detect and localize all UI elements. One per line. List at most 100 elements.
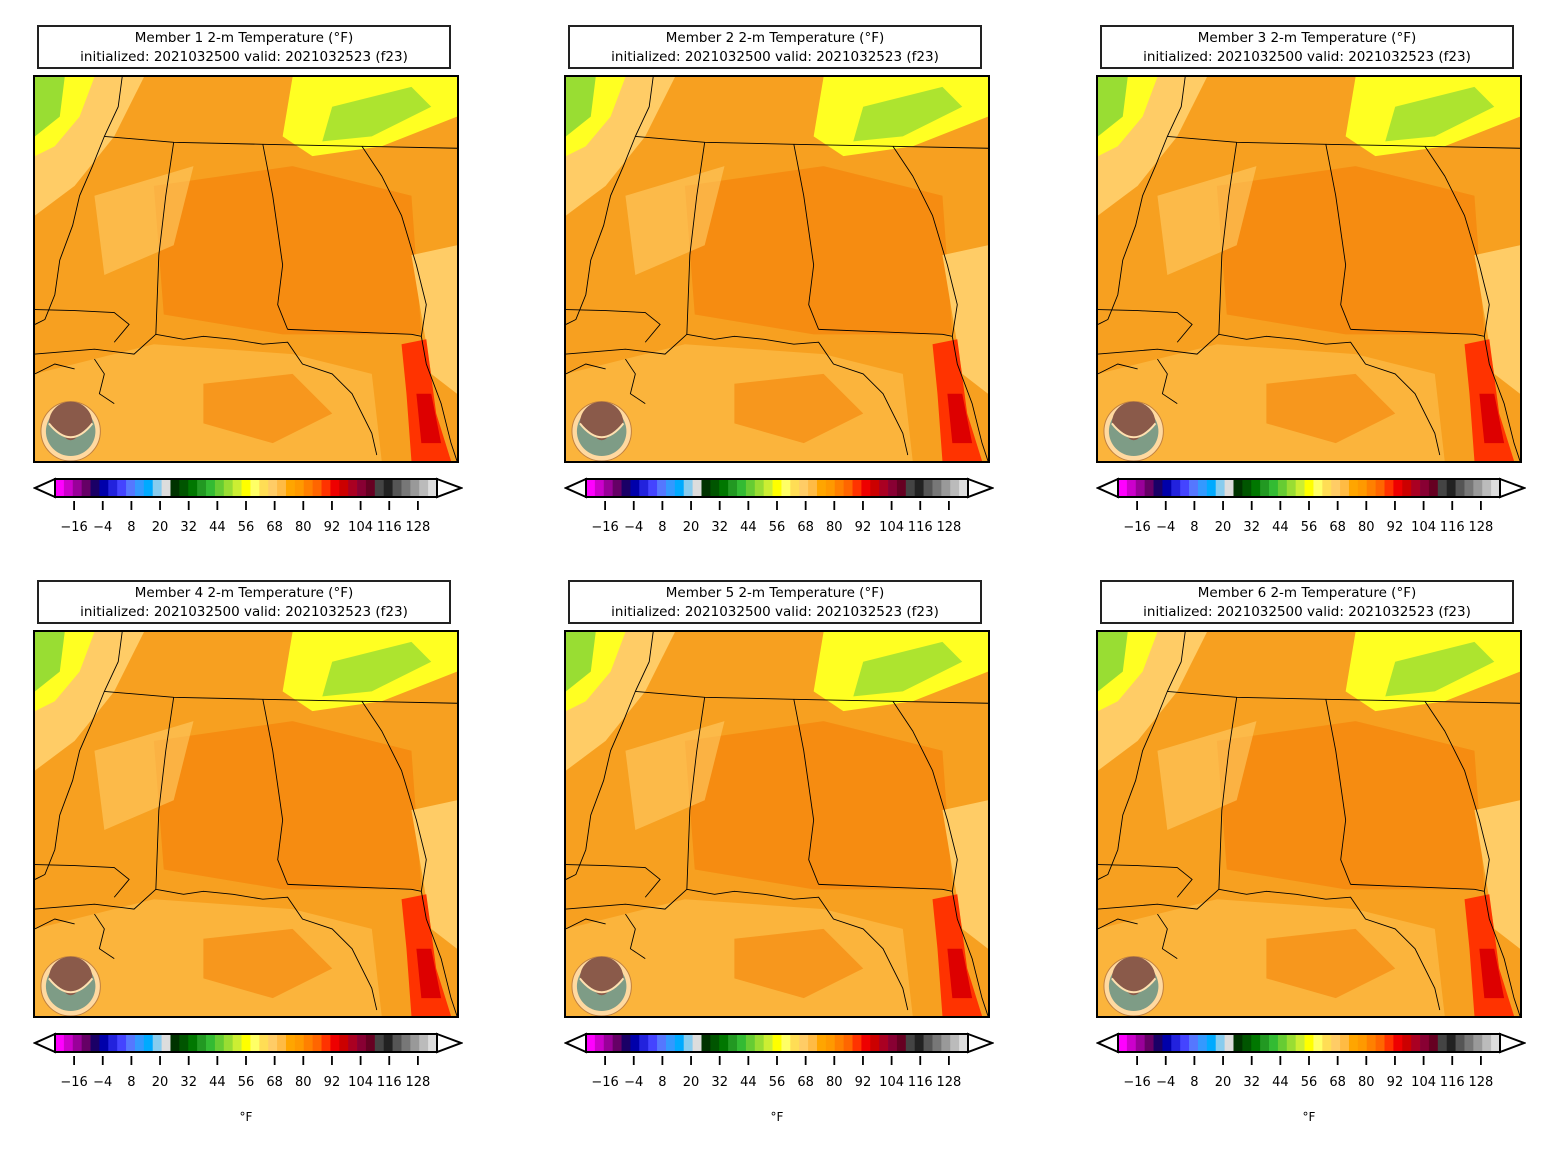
temperature-map [33,75,459,463]
colorbar-swatch [179,479,189,497]
colorbar-tick-label: 8 [127,1075,135,1090]
colorbar-extend-right [967,1032,994,1054]
colorbar-tick-label: −4 [1156,1075,1175,1090]
colorbar-swatch [1348,1034,1359,1052]
colorbar-swatch [1251,479,1261,497]
temperature-map [564,630,990,1018]
colorbar-swatch [594,1034,605,1052]
colorbar-swatch [950,479,960,497]
colorbar-swatch [905,479,916,497]
member-4-panel: Member 4 2-m Temperature (°F) initialize… [33,580,463,1140]
colorbar-swatch [1260,479,1270,497]
colorbar [33,477,463,501]
colorbar-swatch [117,1034,127,1052]
colorbar-swatch [719,479,729,497]
colorbar-swatch [674,479,685,497]
colorbar-swatch [152,1034,162,1052]
colorbar-tick-label: 80 [826,1075,843,1090]
colorbar-swatch [1473,479,1483,497]
colorbar-swatch [179,1034,189,1052]
colorbar-tick-label: 44 [740,520,757,535]
colorbar-swatch [365,479,376,497]
colorbar-extend-left [1096,477,1119,499]
colorbar-swatch [1171,1034,1181,1052]
colorbar-swatch [745,1034,756,1052]
colorbar-tick-label: −16 [60,520,87,535]
colorbar-extend-right [436,477,463,499]
colorbar-swatch [799,1034,809,1052]
colorbar-swatch [268,1034,278,1052]
colorbar-swatch [170,479,180,497]
colorbar-tick-label: 44 [740,1075,757,1090]
colorbar-unit-label: °F [1302,1110,1316,1124]
colorbar [1096,477,1526,501]
panel-subtitle: initialized: 2021032500 valid: 202103252… [80,604,408,620]
colorbar-swatch [55,479,65,497]
colorbar-tick-label: 80 [1358,1075,1375,1090]
colorbar-swatch [1340,479,1350,497]
colorbar-swatch [241,479,251,497]
colorbar-swatch [383,479,393,497]
colorbar-ticks: −16 −4 8 20 32 44 56 68 80 92 104 116 128 [564,501,994,541]
colorbar-tick-label: 80 [295,520,312,535]
colorbar-swatch [754,1034,765,1052]
colorbar-swatch [1428,1034,1439,1052]
colorbar-swatch [701,479,711,497]
colorbar-swatch [1277,1034,1288,1052]
colorbar-swatch [1135,479,1146,497]
colorbar-tick-label: 56 [769,520,786,535]
colorbar-swatch [63,1034,74,1052]
colorbar-tick-label: 8 [127,520,135,535]
colorbar-swatch [825,479,836,497]
colorbar-tick-label: 8 [1190,520,1198,535]
colorbar-tick-label: 32 [1243,1075,1260,1090]
colorbar-tick-label: 56 [1301,520,1318,535]
colorbar-swatch [1384,479,1394,497]
colorbar-swatch [1393,479,1403,497]
colorbar-tick-label: 56 [1301,1075,1318,1090]
colorbar-tick-label: 104 [1411,520,1436,535]
colorbar-swatch [870,1034,880,1052]
colorbar-swatch [55,1034,65,1052]
colorbar-swatch [1242,479,1252,497]
colorbar-swatch [312,1034,322,1052]
colorbar-swatch [1411,479,1421,497]
panel-subtitle: initialized: 2021032500 valid: 202103252… [611,49,939,65]
colorbar-tick-label: 92 [855,520,872,535]
colorbar-tick-label: 8 [658,520,666,535]
colorbar-extend-right [967,477,994,499]
colorbar-swatch [374,1034,385,1052]
colorbar-swatch [117,479,127,497]
colorbar-swatch [1269,479,1279,497]
colorbar-swatch [223,1034,234,1052]
colorbar-tick-label: 116 [1440,1075,1465,1090]
temperature-map [1096,75,1522,463]
colorbar-swatch [896,479,907,497]
colorbar-swatch [152,479,162,497]
colorbar-swatch [197,1034,207,1052]
colorbar-tick-label: 80 [826,520,843,535]
colorbar-swatch [374,479,385,497]
colorbar-swatch [365,1034,376,1052]
colorbar-tick-label: 32 [180,1075,197,1090]
colorbar-tick-label: 128 [1468,1075,1493,1090]
colorbar-swatch [861,479,871,497]
colorbar-swatch [1375,1034,1385,1052]
colorbar-swatch [1126,479,1137,497]
colorbar-swatch [1295,1034,1305,1052]
panel-subtitle: initialized: 2021032500 valid: 202103252… [1143,49,1471,65]
colorbar-swatch [1197,479,1208,497]
colorbar-swatch [126,479,136,497]
colorbar-swatch [1260,1034,1270,1052]
colorbar-swatch [808,1034,818,1052]
colorbar-swatch [1135,1034,1146,1052]
colorbar-tick-label: 80 [295,1075,312,1090]
colorbar-swatch [1446,1034,1456,1052]
colorbar-swatch [1286,1034,1297,1052]
colorbar-swatch [905,1034,916,1052]
colorbar-swatch [719,1034,729,1052]
colorbar-swatch [914,1034,924,1052]
colorbar-tick-label: −4 [93,520,112,535]
colorbar [564,1032,994,1056]
member-6-panel: Member 6 2-m Temperature (°F) initialize… [1096,580,1526,1140]
